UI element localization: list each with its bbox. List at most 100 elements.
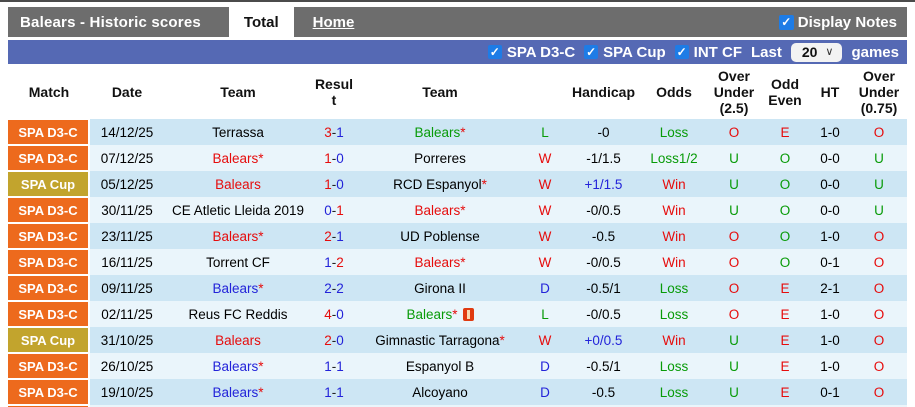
col-header-ht: HT bbox=[809, 65, 851, 119]
col-header-over-under-2-5: Over Under (2.5) bbox=[707, 65, 761, 119]
team-name: Balears bbox=[212, 358, 259, 374]
filter-checkbox-int-cf[interactable]: INT CF bbox=[674, 44, 742, 61]
odds-cell: Win bbox=[641, 249, 707, 275]
tab-home[interactable]: Home bbox=[312, 13, 355, 31]
page-title: Balears - Historic scores bbox=[20, 13, 201, 31]
odds-value: Win bbox=[662, 202, 686, 218]
odd-even-cell: O bbox=[761, 249, 809, 275]
spa-cup-checkbox[interactable] bbox=[584, 45, 599, 59]
match-cell: SPA D3-C bbox=[8, 223, 90, 249]
col-header-over-under-0-75: Over Under (0.75) bbox=[851, 65, 907, 119]
home-team-cell: Terrassa bbox=[164, 119, 312, 145]
handicap-value: -0/0.5 bbox=[586, 202, 621, 218]
score-dash: - bbox=[331, 150, 337, 166]
odd-even-value: E bbox=[780, 332, 790, 348]
team-asterisk: * bbox=[452, 306, 458, 322]
ht-value: 0-0 bbox=[820, 176, 840, 192]
filter-checkbox-spa-cup[interactable]: SPA Cup bbox=[584, 44, 666, 61]
int-cf-checkbox[interactable] bbox=[674, 45, 689, 59]
team-name: Balears bbox=[414, 202, 461, 218]
away-team-cell: Alcoyano bbox=[356, 379, 524, 405]
match-badge: SPA D3-C bbox=[8, 354, 88, 378]
team-name: Balears bbox=[414, 124, 461, 140]
home-team-cell: Balears* bbox=[164, 379, 312, 405]
table-row: SPA D3-C 09/11/25 Balears* 2-2 Girona II D -0.… bbox=[8, 275, 907, 301]
odds-value: Win bbox=[662, 254, 686, 270]
team-name: Balears bbox=[212, 228, 259, 244]
odd-even-cell: E bbox=[761, 301, 809, 327]
odd-even-cell: O bbox=[761, 145, 809, 171]
date-cell: 19/10/25 bbox=[90, 379, 164, 405]
date-cell: 14/12/25 bbox=[90, 119, 164, 145]
odd-even-value: E bbox=[780, 306, 790, 322]
handicap-cell: +0/0.5 bbox=[566, 327, 641, 353]
odds-cell: Loss bbox=[641, 119, 707, 145]
display-notes-toggle[interactable]: Display Notes bbox=[778, 7, 907, 37]
handicap-cell: -0/0.5 bbox=[566, 249, 641, 275]
over-under-2-5-value: O bbox=[728, 228, 740, 244]
over-under-0-75-value: O bbox=[873, 254, 885, 270]
date-cell: 31/10/25 bbox=[90, 327, 164, 353]
away-team-cell: Espanyol B bbox=[356, 353, 524, 379]
odd-even-value: E bbox=[780, 124, 790, 140]
away-team-cell: RCD Espanyol* bbox=[356, 171, 524, 197]
over-under-0-75-value: O bbox=[873, 332, 885, 348]
display-notes-checkbox[interactable] bbox=[778, 14, 794, 30]
home-team-cell: Torrent CF bbox=[164, 249, 312, 275]
odds-value: Loss1/2 bbox=[650, 150, 698, 166]
result-cell: 1-1 bbox=[312, 379, 356, 405]
over-under-2-5-cell: U bbox=[707, 145, 761, 171]
team-name: Balears bbox=[212, 280, 259, 296]
away-team-cell: Balears* bbox=[356, 249, 524, 275]
over-under-0-75-value: U bbox=[874, 202, 884, 218]
match-cell: SPA D3-C bbox=[8, 301, 90, 327]
away-team-cell: Girona II bbox=[356, 275, 524, 301]
away-team-cell: Porreres bbox=[356, 145, 524, 171]
score-away: 2 bbox=[336, 280, 344, 296]
team-name: Balears bbox=[414, 254, 461, 270]
table-row: SPA D3-C 07/12/25 Balears* 1-0 Porreres W -1/1… bbox=[8, 145, 907, 171]
score-away: 0 bbox=[336, 150, 344, 166]
table-row: SPA D3-C 23/11/25 Balears* 2-1 UD Poblense W -… bbox=[8, 223, 907, 249]
wld-cell: W bbox=[524, 171, 566, 197]
team-name: Terrassa bbox=[212, 124, 264, 140]
ht-cell: 0-0 bbox=[809, 145, 851, 171]
score-dash: - bbox=[331, 228, 337, 244]
away-team-cell: Balears* bbox=[356, 197, 524, 223]
handicap-cell: -0.5/1 bbox=[566, 275, 641, 301]
away-team-cell: Balears* bbox=[356, 119, 524, 145]
ht-value: 0-1 bbox=[820, 384, 840, 400]
col-header-blank bbox=[524, 65, 566, 119]
match-badge: SPA D3-C bbox=[8, 120, 88, 144]
team-name: Balears bbox=[215, 176, 261, 192]
odds-value: Loss bbox=[659, 384, 689, 400]
handicap-value: -0.5 bbox=[591, 228, 616, 244]
match-cell: SPA Cup bbox=[8, 327, 90, 353]
ht-cell: 0-1 bbox=[809, 249, 851, 275]
ht-value: 1-0 bbox=[820, 358, 840, 374]
date-cell: 26/10/25 bbox=[90, 353, 164, 379]
tab-total[interactable]: Total bbox=[228, 7, 294, 37]
wld-value: D bbox=[540, 280, 550, 296]
handicap-cell: -0.5 bbox=[566, 379, 641, 405]
result-cell: 1-1 bbox=[312, 353, 356, 379]
spa-d3c-checkbox[interactable] bbox=[487, 45, 502, 59]
odd-even-cell: O bbox=[761, 171, 809, 197]
match-cell: SPA D3-C bbox=[8, 197, 90, 223]
score-away: 1 bbox=[336, 124, 344, 140]
team-asterisk: * bbox=[258, 358, 264, 374]
team-name: Torrent CF bbox=[206, 254, 270, 270]
ht-cell: 1-0 bbox=[809, 301, 851, 327]
ht-cell: 1-0 bbox=[809, 119, 851, 145]
score-dash: - bbox=[331, 176, 337, 192]
over-under-0-75-value: U bbox=[874, 176, 884, 192]
over-under-2-5-cell: U bbox=[707, 171, 761, 197]
games-count-select[interactable]: 20 ∨ bbox=[790, 42, 843, 62]
team-name: Balears bbox=[215, 332, 261, 348]
table-row: SPA Cup 31/10/25 Balears 2-0 Gimnastic Tarra… bbox=[8, 327, 907, 353]
filter-checkbox-spa-d3c[interactable]: SPA D3-C bbox=[487, 44, 575, 61]
away-team-cell: UD Poblense bbox=[356, 223, 524, 249]
odds-value: Loss bbox=[659, 358, 689, 374]
odds-cell: Win bbox=[641, 327, 707, 353]
spa-cup-label: SPA Cup bbox=[603, 43, 666, 61]
